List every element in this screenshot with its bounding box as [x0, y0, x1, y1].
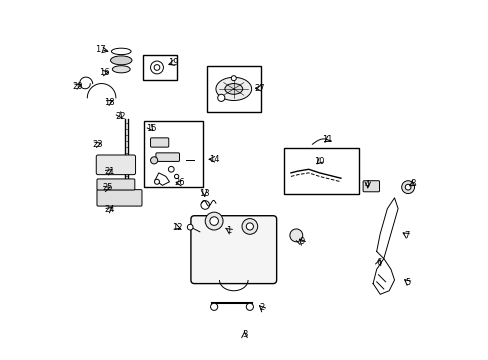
- Text: 24: 24: [104, 205, 115, 214]
- Text: 3: 3: [242, 330, 246, 339]
- Text: 8: 8: [409, 179, 415, 188]
- Circle shape: [154, 179, 159, 184]
- Circle shape: [201, 201, 209, 209]
- Ellipse shape: [216, 77, 251, 100]
- FancyBboxPatch shape: [190, 216, 276, 284]
- Text: 14: 14: [208, 155, 219, 164]
- Text: 4: 4: [365, 180, 369, 189]
- Text: 22: 22: [115, 112, 125, 121]
- Text: 26: 26: [174, 178, 184, 187]
- Text: 12: 12: [172, 223, 183, 232]
- Text: 2: 2: [259, 303, 264, 312]
- Circle shape: [209, 217, 218, 225]
- Circle shape: [174, 174, 179, 179]
- Circle shape: [401, 181, 414, 194]
- Text: 6: 6: [375, 258, 381, 267]
- Text: 9: 9: [299, 237, 304, 246]
- Text: 23: 23: [92, 140, 102, 149]
- Text: 11: 11: [322, 135, 332, 144]
- Circle shape: [168, 166, 174, 172]
- Text: 5: 5: [405, 278, 410, 287]
- Bar: [144, 121, 203, 187]
- Text: 15: 15: [145, 124, 156, 133]
- Circle shape: [210, 303, 217, 310]
- Ellipse shape: [112, 66, 130, 73]
- Circle shape: [187, 224, 193, 230]
- Circle shape: [217, 94, 224, 102]
- Text: 27: 27: [254, 84, 264, 93]
- Circle shape: [246, 223, 253, 230]
- Circle shape: [246, 303, 253, 310]
- Bar: [206, 66, 260, 112]
- FancyBboxPatch shape: [96, 155, 135, 175]
- Bar: [142, 55, 176, 80]
- Text: 25: 25: [102, 183, 113, 192]
- Circle shape: [242, 219, 257, 234]
- Text: 10: 10: [314, 157, 324, 166]
- FancyBboxPatch shape: [156, 153, 179, 161]
- Text: 21: 21: [104, 167, 115, 176]
- Text: 13: 13: [199, 189, 209, 198]
- Text: 17: 17: [95, 45, 106, 54]
- Text: 1: 1: [225, 225, 230, 234]
- Ellipse shape: [110, 56, 132, 65]
- Ellipse shape: [224, 84, 242, 94]
- FancyBboxPatch shape: [363, 181, 379, 192]
- Bar: [283, 148, 358, 194]
- Text: 16: 16: [99, 68, 110, 77]
- Circle shape: [289, 229, 302, 242]
- Circle shape: [231, 76, 236, 81]
- Text: 18: 18: [104, 98, 115, 107]
- FancyBboxPatch shape: [97, 190, 142, 206]
- Circle shape: [205, 212, 223, 230]
- Circle shape: [405, 184, 410, 190]
- Text: 19: 19: [168, 58, 179, 67]
- FancyBboxPatch shape: [97, 179, 135, 190]
- Text: 7: 7: [404, 231, 409, 240]
- Text: 20: 20: [72, 82, 82, 91]
- Circle shape: [150, 157, 157, 164]
- FancyBboxPatch shape: [150, 138, 168, 147]
